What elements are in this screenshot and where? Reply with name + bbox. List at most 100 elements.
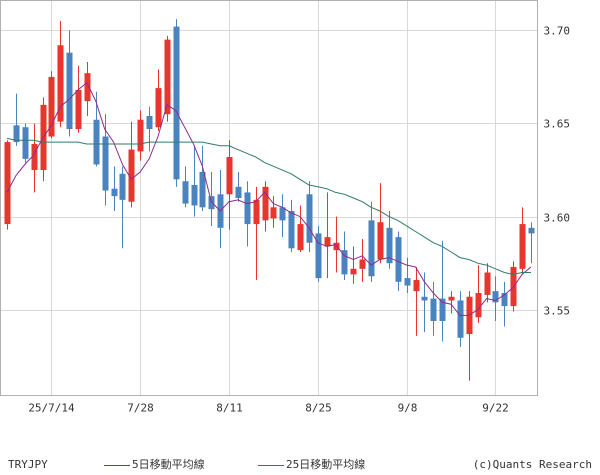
legend-label-ma5: 5日移動平均線 bbox=[132, 458, 205, 471]
candle-body bbox=[253, 199, 260, 225]
candle-body bbox=[439, 298, 446, 321]
candle-body bbox=[244, 192, 251, 225]
candle-up bbox=[519, 207, 526, 275]
candle-up bbox=[155, 69, 162, 131]
candle-body bbox=[324, 237, 331, 247]
candle-body bbox=[377, 222, 384, 260]
y-axis-labels: 3.55 3.60 3.65 3.70 bbox=[544, 25, 571, 318]
ma5-line bbox=[6, 81, 532, 316]
candle-up bbox=[31, 123, 38, 193]
candle-up bbox=[137, 110, 144, 161]
candle-down bbox=[102, 114, 109, 206]
candle-body bbox=[31, 143, 38, 171]
candle-body bbox=[102, 136, 109, 191]
candle-down bbox=[146, 106, 153, 152]
candle-body bbox=[155, 88, 162, 128]
candle-body bbox=[191, 184, 198, 206]
legend-label-ma25: 25日移動平均線 bbox=[286, 458, 366, 471]
candle-down bbox=[199, 145, 206, 212]
candle-body bbox=[146, 116, 153, 130]
candle-down bbox=[315, 225, 322, 282]
candle-down bbox=[244, 181, 251, 247]
y-tick-label: 3.70 bbox=[544, 25, 571, 38]
candle-body bbox=[173, 26, 180, 180]
candle-body bbox=[22, 127, 29, 159]
candle-body bbox=[279, 207, 286, 221]
candle-body bbox=[84, 73, 91, 102]
candle-body bbox=[430, 298, 437, 321]
candle-body bbox=[492, 291, 499, 303]
y-tick-label: 3.60 bbox=[544, 212, 571, 225]
candle-body bbox=[404, 278, 411, 286]
legend-swatch-ma5 bbox=[104, 464, 130, 466]
legend-swatch-ma25 bbox=[258, 464, 284, 466]
candle-up bbox=[484, 263, 491, 303]
symbol-label: TRYJPY bbox=[8, 458, 48, 471]
candle-up bbox=[40, 97, 47, 182]
legend-item-ma5: 5日移動平均線 bbox=[104, 456, 205, 474]
x-tick-label: 8/11 bbox=[216, 402, 243, 415]
candle-body bbox=[199, 171, 206, 208]
candle-down bbox=[306, 181, 313, 253]
candle-body bbox=[475, 293, 482, 318]
plot-frame bbox=[0, 0, 538, 396]
x-tick-label: 8/25 bbox=[305, 402, 332, 415]
candle-body bbox=[519, 224, 526, 269]
candle-up bbox=[226, 140, 233, 230]
candle-body bbox=[350, 268, 357, 275]
candle-up bbox=[475, 265, 482, 323]
candle-up bbox=[84, 61, 91, 117]
candle-down bbox=[173, 19, 180, 187]
candle-up bbox=[297, 205, 304, 253]
candle-body bbox=[288, 211, 295, 249]
candle-up bbox=[270, 196, 277, 228]
candle-body bbox=[75, 89, 82, 130]
legend-item-ma25: 25日移動平均線 bbox=[258, 456, 365, 474]
copyright-text: (c)Quants Research bbox=[472, 458, 592, 471]
candle-down bbox=[66, 30, 73, 137]
candle-down bbox=[119, 166, 126, 249]
candle-body bbox=[262, 186, 269, 221]
candle-body bbox=[457, 300, 464, 338]
candle-up bbox=[359, 238, 366, 282]
candle-body bbox=[13, 125, 20, 143]
candle-body bbox=[368, 220, 375, 277]
candle-up bbox=[262, 181, 269, 232]
candle-up bbox=[377, 183, 384, 264]
candle-body bbox=[182, 181, 189, 204]
plot-border bbox=[0, 0, 538, 396]
candle-down bbox=[279, 194, 286, 238]
candle-body bbox=[164, 39, 171, 115]
candle-down bbox=[22, 123, 29, 163]
candle-body bbox=[395, 237, 402, 282]
candle-up bbox=[413, 266, 420, 336]
x-axis-labels: 25/7/14 7/28 8/11 8/25 9/8 9/22 bbox=[28, 402, 508, 415]
candle-body bbox=[270, 207, 277, 219]
candle-up bbox=[448, 291, 455, 314]
candle-up bbox=[164, 35, 171, 122]
candle-down bbox=[430, 281, 437, 336]
candle-up bbox=[57, 20, 64, 128]
candle-body bbox=[66, 52, 73, 130]
candle-body bbox=[235, 186, 242, 198]
candle-down bbox=[368, 201, 375, 282]
candle-up bbox=[253, 186, 260, 280]
candle-body bbox=[359, 259, 366, 269]
candle-up bbox=[4, 140, 11, 230]
grid bbox=[0, 0, 538, 396]
candle-body bbox=[111, 188, 118, 197]
candle-up bbox=[128, 121, 135, 208]
candle-body bbox=[128, 149, 135, 202]
candle-body bbox=[297, 224, 304, 251]
candle-body bbox=[119, 173, 126, 200]
candle-down bbox=[492, 276, 499, 321]
candle-down bbox=[528, 222, 535, 264]
candle-body bbox=[386, 227, 393, 264]
candle-down bbox=[439, 240, 446, 342]
candle-body bbox=[208, 196, 215, 210]
candle-body bbox=[448, 296, 455, 301]
candle-up bbox=[466, 291, 473, 381]
y-tick-label: 3.55 bbox=[544, 305, 571, 318]
candle-body bbox=[528, 227, 535, 234]
candle-down bbox=[182, 166, 189, 208]
